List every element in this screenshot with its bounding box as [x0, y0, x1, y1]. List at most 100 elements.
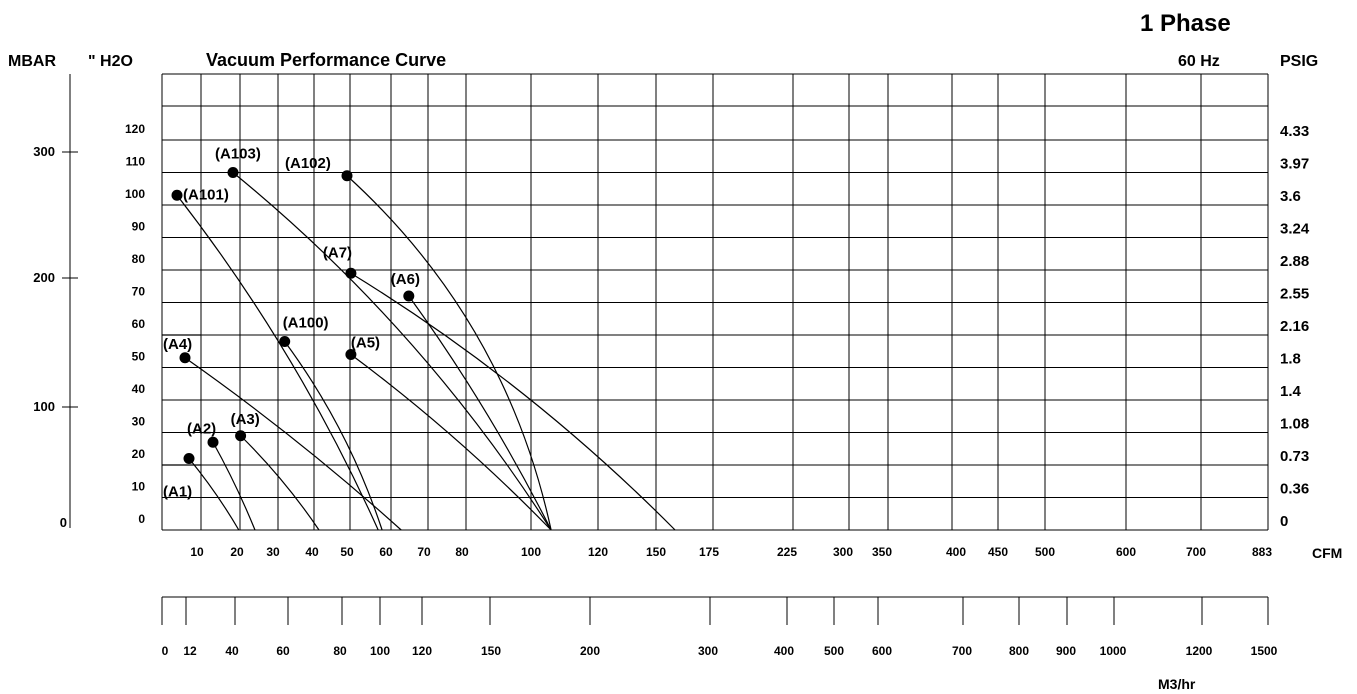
h2o-tick-label: 20: [132, 447, 146, 461]
m3hr-tick-label: 200: [580, 644, 600, 658]
m3hr-tick-label: 150: [481, 644, 501, 658]
h2o-tick-label: 80: [132, 252, 146, 266]
psig-tick-label: 4.33: [1280, 123, 1309, 140]
marker-a102: [341, 170, 353, 182]
marker-a2: [207, 436, 219, 448]
series-label-a103: (A103): [215, 146, 261, 163]
mbar-tick-label: 0: [60, 515, 67, 530]
psig-axis-unit: PSIG: [1280, 53, 1318, 70]
cfm-axis-unit: CFM: [1312, 545, 1342, 561]
series-label-a100: (A100): [283, 315, 329, 332]
m3hr-tick-label: 120: [412, 644, 432, 658]
marker-a3: [235, 430, 247, 442]
series-label-a101: (A101): [183, 186, 229, 203]
marker-a4: [179, 352, 191, 364]
h2o-tick-label: 60: [132, 317, 146, 331]
h2o-tick-label: 70: [132, 285, 146, 299]
psig-tick-label: 2.16: [1280, 318, 1309, 335]
cfm-tick-label: 10: [190, 545, 204, 559]
marker-a6: [403, 290, 415, 302]
cfm-tick-label: 20: [230, 545, 244, 559]
cfm-tick-label: 300: [833, 545, 853, 559]
curve-a100: [284, 341, 383, 531]
psig-tick-label: 0: [1280, 513, 1288, 530]
marker-a101: [171, 189, 183, 201]
chart-title: Vacuum Performance Curve: [206, 50, 446, 70]
psig-tick-label: 1.08: [1280, 416, 1309, 433]
h2o-axis-unit: " H2O: [88, 53, 133, 70]
marker-a100: [279, 336, 291, 347]
curve-a101: [176, 194, 379, 531]
cfm-tick-label: 70: [417, 545, 431, 559]
cfm-tick-label: 500: [1035, 545, 1055, 559]
performance-curves: [162, 172, 676, 531]
curve-a2: [212, 441, 256, 531]
m3hr-tick-label: 1200: [1186, 644, 1213, 658]
series-label-a2: (A2): [187, 420, 216, 437]
h2o-tick-labels: 0 10 20 30 40 50 60 70 80 90 100 110 120: [125, 122, 145, 526]
m3hr-tick-label: 80: [333, 644, 347, 658]
cfm-tick-label: 30: [266, 545, 280, 559]
h2o-tick-label: 10: [132, 480, 146, 494]
psig-tick-labels: 0 0.36 0.73 1.08 1.4 1.8 2.16 2.55 2.88 3.24 3.6 3.…: [1280, 123, 1310, 530]
curve-a6: [408, 295, 552, 531]
curve-a4: [184, 357, 402, 531]
psig-tick-label: 1.8: [1280, 351, 1301, 368]
series-labels: (A1) (A2) (A3) (A4) (A5) (A6) (A7) (A100) (A101)…: [163, 146, 420, 501]
cfm-tick-label: 350: [872, 545, 892, 559]
curve-a1: [188, 458, 240, 531]
m3hr-tick-label: 40: [225, 644, 239, 658]
mbar-tick-label: 100: [33, 399, 55, 414]
psig-tick-label: 3.24: [1280, 221, 1310, 238]
m3hr-tick-label: 700: [952, 644, 972, 658]
cfm-tick-label: 150: [646, 545, 666, 559]
series-markers: [171, 167, 415, 464]
h2o-tick-label: 100: [125, 187, 145, 201]
curve-a103: [232, 172, 552, 531]
curve-a3: [240, 435, 320, 531]
plot-grid: [161, 73, 1269, 531]
h2o-tick-label: 120: [125, 122, 145, 136]
cfm-tick-label: 40: [305, 545, 319, 559]
cfm-tick-labels: 10 20 30 40 50 60 70 80 100 120 150 175 225 300 350 400…: [190, 545, 1272, 559]
m3hr-tick-label: 1500: [1251, 644, 1278, 658]
mbar-axis-unit: MBAR: [8, 53, 56, 70]
psig-tick-label: 2.55: [1280, 286, 1309, 303]
m3hr-tick-label: 600: [872, 644, 892, 658]
h2o-tick-label: 90: [132, 220, 146, 234]
frequency-label: 60 Hz: [1178, 53, 1220, 70]
series-label-a7: (A7): [323, 244, 352, 261]
curve-a5: [350, 354, 552, 531]
cfm-tick-label: 883: [1252, 545, 1272, 559]
m3hr-tick-label: 0: [162, 644, 169, 658]
m3hr-tick-label: 12: [183, 644, 197, 658]
h2o-tick-label: 30: [132, 415, 146, 429]
cfm-tick-label: 225: [777, 545, 797, 559]
psig-tick-label: 3.97: [1280, 156, 1309, 173]
marker-a103: [227, 167, 239, 178]
phase-label: 1 Phase: [1140, 10, 1231, 37]
cfm-tick-label: 450: [988, 545, 1008, 559]
series-label-a6: (A6): [391, 271, 420, 288]
m3hr-tick-label: 900: [1056, 644, 1076, 658]
h2o-tick-label: 110: [126, 155, 146, 169]
series-label-a4: (A4): [163, 336, 192, 353]
cfm-tick-label: 100: [521, 545, 541, 559]
cfm-tick-label: 400: [946, 545, 966, 559]
m3hr-tick-label: 400: [774, 644, 794, 658]
cfm-tick-label: 700: [1186, 545, 1206, 559]
series-label-a3: (A3): [231, 411, 260, 428]
m3hr-tick-label: 60: [276, 644, 290, 658]
psig-tick-label: 3.6: [1280, 188, 1301, 205]
cfm-tick-label: 600: [1116, 545, 1136, 559]
m3hr-tick-label: 300: [698, 644, 718, 658]
cfm-tick-label: 50: [340, 545, 354, 559]
h2o-tick-label: 40: [132, 382, 146, 396]
series-label-a5: (A5): [351, 335, 380, 352]
curve-a102: [346, 175, 552, 531]
psig-tick-label: 2.88: [1280, 253, 1309, 270]
psig-tick-label: 0.73: [1280, 448, 1309, 465]
series-label-a102: (A102): [285, 155, 331, 172]
cfm-tick-label: 120: [588, 545, 608, 559]
